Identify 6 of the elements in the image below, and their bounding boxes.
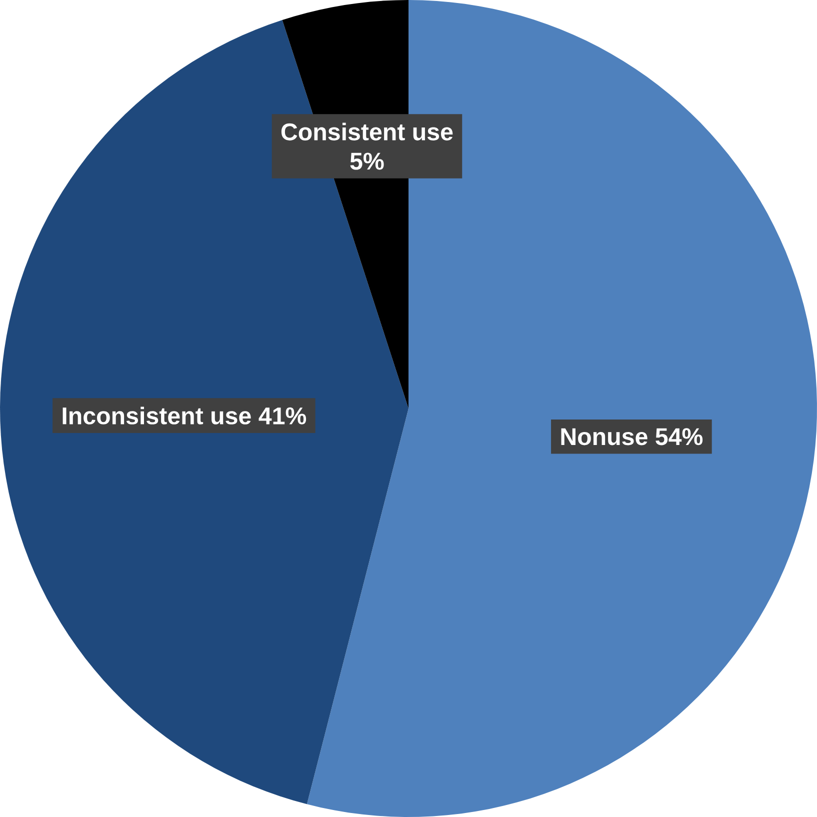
slice-label: Consistent use [281,122,453,140]
data-label: 54% [656,428,703,446]
data-label: 41% [258,407,306,424]
data-label: 5% [350,152,384,170]
slice-label: Inconsistent use [62,406,251,424]
slice-label: Nonuse [561,428,648,446]
